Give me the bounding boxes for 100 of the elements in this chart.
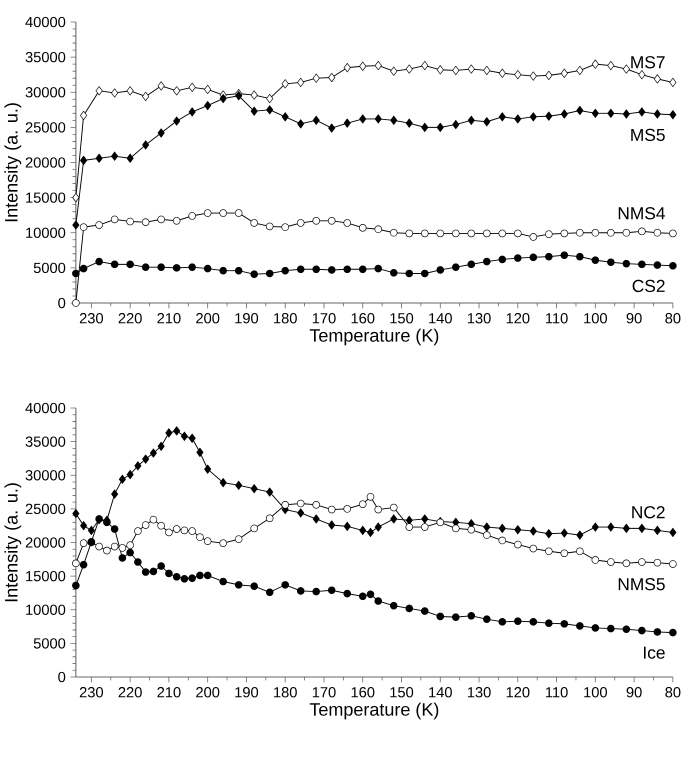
point — [343, 590, 351, 598]
point — [405, 64, 413, 74]
point — [622, 109, 630, 119]
point — [576, 547, 584, 556]
point — [638, 558, 646, 566]
point — [250, 524, 258, 532]
point — [172, 264, 180, 272]
x-tick-label: 150 — [390, 313, 413, 324]
y-tick-label: 25000 — [26, 504, 65, 514]
point — [281, 501, 289, 509]
series-label: CS2 — [632, 280, 664, 292]
point — [482, 615, 490, 623]
point — [560, 68, 568, 78]
point — [498, 256, 506, 264]
point — [390, 504, 398, 512]
point — [560, 109, 568, 119]
point — [296, 119, 304, 128]
point — [72, 299, 80, 307]
series-label: MS7 — [631, 56, 664, 68]
point — [514, 540, 522, 548]
point — [281, 223, 289, 231]
point — [142, 521, 150, 529]
series-label: MS5 — [631, 128, 665, 142]
y-tick-label: 5000 — [34, 638, 65, 649]
point — [72, 220, 80, 230]
y-tick-label: 20000 — [26, 537, 65, 548]
x-tick-label: 140 — [428, 313, 452, 324]
point — [606, 258, 614, 266]
y-tick-label: 15000 — [26, 192, 65, 203]
point — [654, 109, 661, 119]
point — [157, 522, 165, 530]
x-tick-label: 120 — [506, 313, 530, 324]
point — [592, 522, 599, 532]
point — [436, 65, 444, 74]
point — [196, 572, 204, 580]
point — [296, 508, 304, 518]
point — [390, 228, 398, 237]
point — [514, 70, 522, 80]
point — [180, 432, 188, 441]
point — [266, 487, 273, 497]
point — [653, 261, 661, 269]
point — [157, 81, 164, 91]
point — [592, 60, 599, 69]
point — [592, 108, 599, 118]
point — [343, 265, 351, 274]
point — [142, 263, 150, 271]
y-tick-label: 0 — [58, 672, 65, 682]
point — [668, 628, 676, 636]
point — [343, 505, 351, 513]
x-axis-title: Temperature (K) — [310, 328, 438, 346]
point — [110, 88, 118, 98]
x-tick-label: 110 — [546, 313, 568, 324]
point — [234, 266, 242, 274]
series-label: NMS4 — [618, 207, 665, 220]
point — [514, 114, 522, 124]
point — [498, 536, 506, 544]
x-tick-label: 230 — [80, 313, 103, 324]
point — [622, 560, 630, 568]
point — [312, 116, 320, 125]
y-tick-label: 20000 — [26, 157, 65, 168]
point — [343, 219, 351, 227]
point — [110, 489, 118, 499]
point — [405, 270, 413, 278]
point — [180, 575, 188, 583]
point — [576, 228, 584, 237]
point — [622, 228, 630, 237]
x-tick-label: 220 — [118, 313, 142, 324]
point — [638, 228, 646, 236]
point — [420, 523, 428, 531]
y-tick-label: 40000 — [25, 16, 65, 28]
point — [296, 500, 304, 508]
point — [157, 442, 164, 451]
point — [88, 526, 95, 535]
point — [149, 568, 157, 576]
point — [80, 156, 87, 165]
point — [219, 209, 227, 217]
point — [390, 602, 398, 610]
x-tick-label: 160 — [351, 687, 374, 698]
point — [250, 582, 258, 590]
y-tick-label: 35000 — [25, 52, 65, 62]
point — [374, 522, 382, 532]
point — [328, 520, 336, 530]
point — [204, 100, 211, 110]
point — [328, 216, 336, 225]
point — [669, 110, 676, 120]
point — [452, 613, 460, 621]
point — [653, 628, 661, 636]
point — [110, 542, 118, 550]
point — [545, 70, 552, 80]
point — [196, 448, 204, 457]
point — [358, 592, 366, 600]
point — [420, 270, 428, 278]
point — [591, 228, 599, 237]
point — [514, 230, 522, 238]
point — [72, 270, 80, 278]
point — [467, 230, 475, 238]
point — [358, 265, 366, 274]
point — [172, 116, 180, 126]
point — [420, 607, 428, 615]
x-tick-label: 130 — [468, 313, 490, 324]
